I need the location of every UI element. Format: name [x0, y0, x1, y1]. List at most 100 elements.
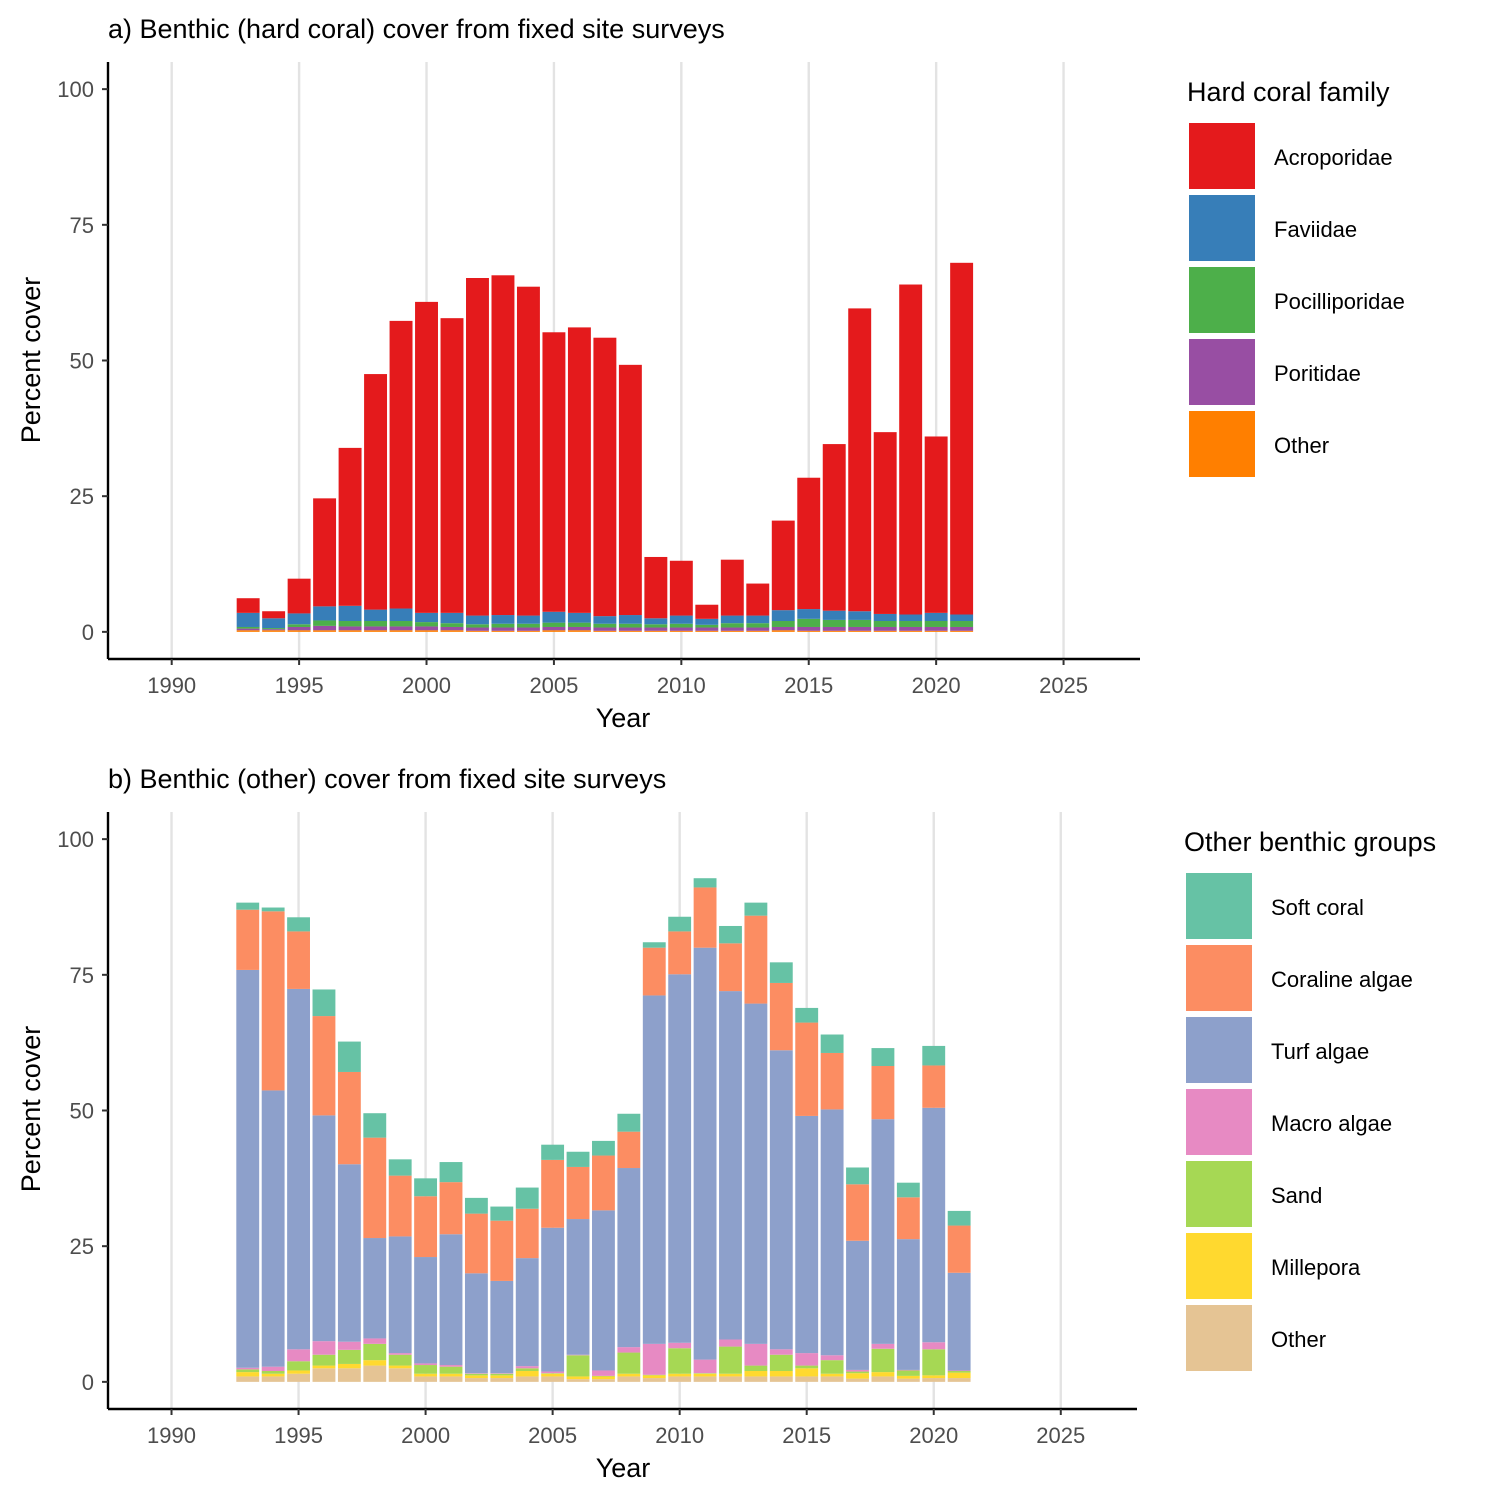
panel-b-x-tick-label-2020: 2020: [909, 1423, 958, 1448]
panel-b-bar-1997-other: [337, 1368, 361, 1382]
panel-b-bar-1993-turf-algae: [236, 969, 260, 1368]
panel-b-bar-1993-macro-algae: [236, 1367, 260, 1370]
panel-b-bar-2011-other: [693, 1376, 717, 1382]
panel-a-legend-label-poritidae: Poritidae: [1274, 361, 1361, 386]
panel-b-bar-2020-soft-coral: [922, 1045, 946, 1066]
panel-a-legend-swatch-acroporidae: [1189, 123, 1255, 189]
panel-a-bar-2017-acroporidae: [848, 308, 872, 612]
panel-a-bar-2002-acroporidae: [466, 278, 489, 616]
panel-b-bar-2016-turf-algae: [820, 1109, 844, 1356]
panel-b-bar-2015-macro-algae: [795, 1353, 819, 1366]
panel-b-bar-2000-other: [414, 1376, 438, 1382]
panel-b-bar-2010-coraline-algae: [668, 931, 692, 975]
panel-b-bar-1998-other: [363, 1365, 387, 1382]
panel-b-bar-2005-soft-coral: [541, 1144, 565, 1160]
panel-a-bar-2020-poritidae: [924, 626, 948, 631]
panel-a-bar-2000-other: [415, 630, 438, 632]
panel-a-legend-swatch-other: [1189, 411, 1255, 477]
panel-a-bar-2005-acroporidae: [542, 332, 566, 612]
panel-b-bar-2016-millepora: [820, 1373, 844, 1377]
panel-a-y-tick-label-100: 100: [57, 77, 94, 102]
panel-a-bar-2019-other: [899, 630, 923, 632]
panel-b-bar-2006-coraline-algae: [566, 1166, 590, 1220]
panel-a-bar-2006-poritidae: [567, 626, 591, 631]
panel-b-bar-1996-millepora: [312, 1365, 336, 1369]
panel-a-legend-swatch-poritidae: [1189, 339, 1255, 405]
panel-a-bar-2007-other: [593, 630, 617, 632]
panel-b-bar-2016-other: [820, 1376, 844, 1382]
panel-b-bar-2021-sand: [947, 1371, 971, 1373]
panel-a-bar-2003-other: [491, 630, 515, 632]
panel-b-bar-2015-other: [795, 1376, 819, 1382]
panel-a-bars: [236, 262, 974, 632]
panel-a-bar-1995-poritidae: [287, 626, 311, 631]
panel-b-bar-2011-macro-algae: [693, 1359, 717, 1374]
panel-a-bar-2009-pocilliporidae: [644, 624, 668, 628]
panel-a-bar-2010-acroporidae: [669, 560, 693, 616]
panel-b-bar-1995-coraline-algae: [287, 931, 310, 989]
panel-a-bar-2019-pocilliporidae: [899, 621, 923, 627]
panel-a-legend: Hard coral family Acroporidae Faviidae Poc…: [1187, 77, 1405, 477]
panel-b-bar-2009-millepora: [642, 1375, 666, 1379]
panel-a-x-tick-label-1990: 1990: [147, 673, 196, 698]
panel-b-bar-2002-sand: [464, 1373, 488, 1376]
panel-b-bar-2008-millepora: [617, 1373, 641, 1377]
panel-b-bar-1995-millepora: [287, 1370, 310, 1374]
panel-b-bar-2014-millepora: [769, 1371, 793, 1377]
panel-b-bar-1996-other: [312, 1368, 336, 1382]
panel-b-bar-2013-turf-algae: [744, 1003, 768, 1344]
panel-b-axes: 0 25 50 75 100 1990 1995 2000 2005 2010 2015 2020 20…: [57, 812, 1137, 1448]
panel-b-other-benthic: 0 25 50 75 100 1990 1995 2000 2005 2010 2015 2020 20…: [16, 764, 1436, 1483]
panel-b-bar-2004-soft-coral: [515, 1187, 539, 1209]
panel-b-bar-2003-macro-algae: [490, 1373, 514, 1374]
panel-b-bar-2001-turf-algae: [439, 1234, 463, 1366]
panel-b-bar-2014-sand: [769, 1354, 793, 1372]
panel-a-bar-2018-poritidae: [873, 626, 897, 631]
panel-b-bar-2008-other: [617, 1376, 641, 1382]
panel-b-bar-2021-macro-algae: [947, 1370, 971, 1372]
panel-b-bar-2018-macro-algae: [871, 1343, 895, 1349]
panel-a-bar-2002-faviidae: [466, 615, 489, 625]
panel-b-bar-2007-turf-algae: [592, 1210, 615, 1371]
panel-b-bar-1998-millepora: [363, 1360, 387, 1366]
panel-b-bar-1999-millepora: [388, 1365, 412, 1369]
panel-b-x-tick-label-2025: 2025: [1036, 1423, 1085, 1448]
panel-b-bar-2001-other: [439, 1376, 463, 1382]
panel-a-x-tick-label-2010: 2010: [657, 673, 706, 698]
panel-b-bar-2010-sand: [668, 1348, 692, 1374]
panel-b-bar-1997-turf-algae: [337, 1164, 361, 1342]
panel-b-bar-2017-coraline-algae: [846, 1184, 869, 1241]
panel-b-bar-2000-macro-algae: [414, 1363, 438, 1366]
panel-b-bar-2018-coraline-algae: [871, 1065, 895, 1120]
panel-b-bar-2008-turf-algae: [617, 1168, 641, 1348]
panel-b-bar-2017-millepora: [846, 1373, 869, 1379]
panel-b-bar-2013-soft-coral: [744, 902, 768, 916]
panel-b-bar-1998-turf-algae: [363, 1238, 387, 1339]
panel-b-bar-2017-sand: [846, 1371, 869, 1374]
panel-a-bar-2018-other: [873, 630, 897, 632]
panel-a-bar-2005-faviidae: [542, 611, 566, 623]
panel-b-bar-2012-sand: [719, 1346, 742, 1374]
panel-b-bar-2015-turf-algae: [795, 1115, 819, 1354]
panel-b-ylabel: Percent cover: [16, 1026, 46, 1193]
panel-b-bar-2021-millepora: [947, 1372, 971, 1379]
panel-a-bar-1997-acroporidae: [338, 447, 362, 606]
panel-b-bar-2009-macro-algae: [642, 1343, 666, 1375]
panel-b-bar-2000-millepora: [414, 1373, 438, 1377]
panel-a-bar-2012-pocilliporidae: [720, 623, 744, 628]
panel-b-bar-2007-soft-coral: [592, 1140, 615, 1156]
panel-a-bar-2017-other: [848, 630, 872, 632]
panel-a-bar-2012-other: [720, 630, 744, 632]
panel-b-bar-1996-coraline-algae: [312, 1016, 336, 1116]
panel-b-bar-2010-soft-coral: [668, 916, 692, 932]
panel-b-bar-1999-soft-coral: [388, 1159, 412, 1176]
panel-a-legend-swatch-faviidae: [1189, 195, 1255, 261]
panel-b-bar-2020-turf-algae: [922, 1107, 946, 1343]
panel-a-bar-2010-other: [669, 630, 693, 632]
panel-b-bar-2004-turf-algae: [515, 1258, 539, 1367]
panel-b-legend-label-turf-algae: Turf algae: [1271, 1039, 1369, 1064]
panel-a-bar-2019-poritidae: [899, 626, 923, 631]
panel-b-bar-2017-soft-coral: [846, 1167, 869, 1185]
panel-b-bar-2018-other: [871, 1376, 895, 1382]
panel-b-bar-2010-other: [668, 1376, 692, 1382]
